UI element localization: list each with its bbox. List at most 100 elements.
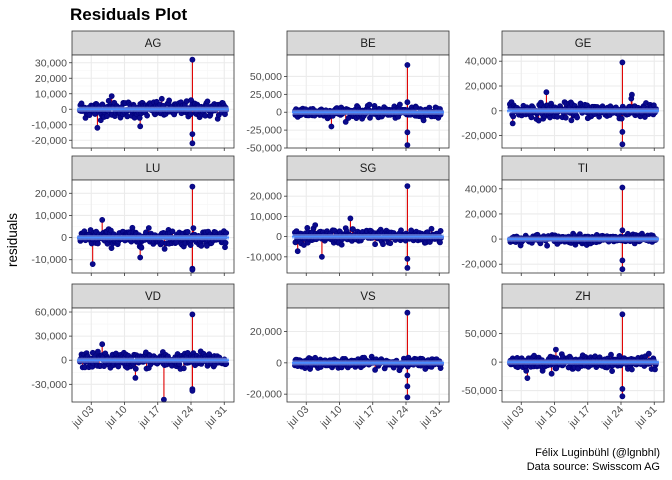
- data-point: [115, 363, 122, 370]
- data-point: [350, 226, 356, 233]
- x-tick-label: jul 10: [533, 404, 560, 431]
- data-point: [180, 365, 187, 372]
- facet-strip: [71, 30, 235, 56]
- data-point: [554, 113, 561, 120]
- data-point: [404, 142, 411, 148]
- data-point: [372, 241, 378, 248]
- data-point: [608, 351, 614, 358]
- data-point: [404, 264, 411, 271]
- data-point: [94, 124, 101, 131]
- facet-strip: [71, 155, 235, 181]
- y-tick-label: -50,000: [461, 385, 497, 397]
- facet-label-sg: SG: [360, 163, 377, 175]
- data-point: [404, 99, 411, 106]
- data-point: [184, 228, 191, 235]
- panel-background: [287, 308, 449, 402]
- caption-source: Data source: Swisscom AG: [527, 461, 660, 473]
- data-point: [404, 372, 411, 379]
- data-point: [387, 240, 394, 247]
- data-point: [145, 225, 152, 231]
- y-tick-label: 0: [276, 107, 282, 119]
- y-tick-label: -10,000: [31, 254, 67, 266]
- data-point: [574, 114, 580, 121]
- facet-panel-zh: ZH -50,000 0 50,000 jul 03 jul 10 jul 17 jul 24…: [461, 283, 665, 431]
- y-tick-label: 20,000: [250, 326, 282, 338]
- x-tick-label: jul 03: [69, 404, 96, 431]
- facet-strip: [286, 155, 450, 181]
- panel-border: [501, 307, 665, 403]
- facet-label-vs: VS: [360, 291, 376, 303]
- facet-label-lu: LU: [146, 163, 161, 175]
- facet-panel-ti: TI -20,000 0 20,000 40,000: [461, 155, 665, 276]
- data-point: [189, 56, 196, 63]
- x-tick-label: jul 17: [136, 404, 163, 431]
- chart-title: Residuals Plot: [70, 5, 187, 24]
- data-point: [437, 227, 444, 234]
- x-tick-label: jul 10: [103, 404, 130, 431]
- data-point: [553, 346, 559, 353]
- y-tick-label: 10,000: [250, 211, 282, 223]
- data-point: [619, 393, 626, 400]
- data-point: [562, 114, 569, 121]
- panel-border: [501, 54, 665, 149]
- data-point: [99, 216, 106, 223]
- facet-panel-be: BE -50,000 -25,000 0 25,000 50,000: [246, 30, 450, 155]
- data-point: [204, 98, 211, 105]
- x-tick-label: jul 31: [202, 404, 229, 431]
- data-point: [190, 225, 197, 231]
- data-point: [158, 95, 165, 102]
- data-point: [189, 266, 196, 273]
- data-point: [342, 119, 349, 125]
- y-tick-label: 30,000: [35, 57, 67, 69]
- data-point: [619, 128, 626, 135]
- data-point: [137, 123, 144, 130]
- x-tick-label: jul 24: [169, 404, 196, 431]
- data-point: [629, 91, 635, 98]
- data-point: [198, 242, 205, 249]
- y-tick-label: -50,000: [246, 143, 282, 155]
- facet-label-ge: GE: [575, 38, 592, 50]
- data-point: [160, 396, 167, 403]
- data-point: [187, 111, 194, 118]
- y-tick-label: 20,000: [35, 73, 67, 85]
- facet-panel-sg: SG -10,000 0 10,000 20,000: [246, 155, 450, 276]
- panel-border: [501, 179, 665, 274]
- data-point: [404, 309, 411, 316]
- data-point: [144, 112, 150, 119]
- data-point: [372, 366, 378, 373]
- data-point: [404, 62, 411, 68]
- facet-label-ag: AG: [145, 38, 162, 50]
- facet-grid: AG -20,000 -10,000 0 10,000 20,000 30,000 BE -50…: [31, 30, 665, 431]
- data-point: [404, 394, 411, 401]
- data-point: [619, 141, 626, 148]
- panel-border: [286, 307, 450, 403]
- caption-author: Félix Luginbühl (@lgnbhl): [535, 447, 660, 459]
- data-point: [318, 253, 325, 260]
- data-point: [543, 89, 550, 96]
- y-tick-label: 25,000: [250, 89, 282, 101]
- y-tick-label: 20,000: [465, 81, 497, 93]
- data-point: [404, 129, 411, 136]
- y-tick-label: 50,000: [250, 71, 282, 83]
- data-point: [645, 350, 652, 357]
- facet-panel-vd: VD -30,000 0 30,000 60,000 jul 03 jul 10 jul 17…: [31, 283, 235, 431]
- facet-panel-vs: VS -20,000 0 20,000 jul 03 jul 10 jul 17 jul 24…: [246, 283, 450, 431]
- y-tick-label: 60,000: [35, 307, 67, 319]
- y-tick-label: 10,000: [35, 88, 67, 100]
- data-point: [618, 115, 625, 122]
- data-point: [568, 117, 575, 124]
- x-tick-label: jul 17: [351, 404, 378, 431]
- data-point: [524, 375, 531, 381]
- panel-border: [286, 179, 450, 274]
- data-point: [161, 245, 168, 252]
- data-point: [619, 59, 626, 66]
- y-tick-label: 40,000: [465, 56, 497, 68]
- y-tick-label: 10,000: [35, 210, 67, 222]
- data-point: [137, 254, 144, 261]
- data-point: [132, 365, 139, 372]
- data-point: [189, 131, 196, 137]
- panel-background: [502, 55, 664, 148]
- data-point: [398, 227, 404, 234]
- data-point: [609, 368, 615, 374]
- data-point: [428, 225, 435, 232]
